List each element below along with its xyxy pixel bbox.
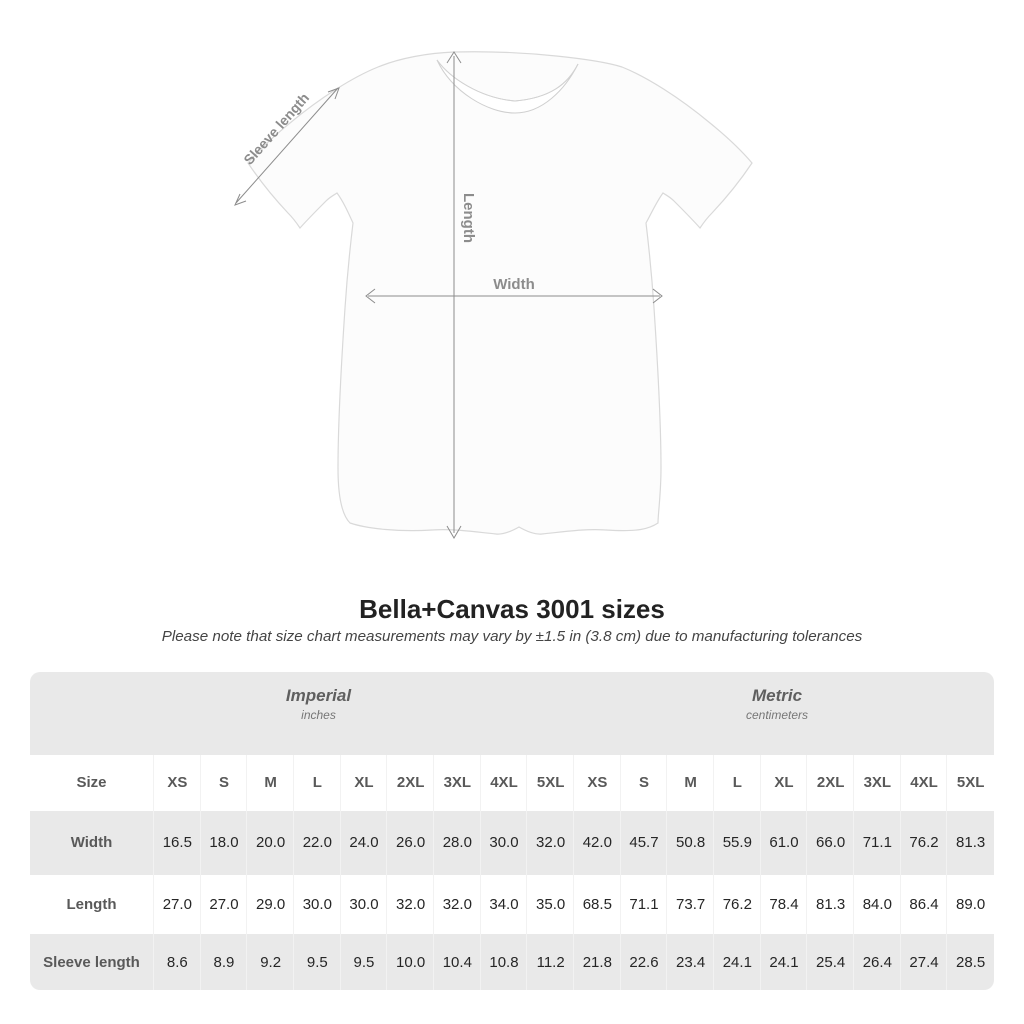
svg-text:Width: Width [493,276,535,293]
svg-text:Length: Length [460,193,477,243]
